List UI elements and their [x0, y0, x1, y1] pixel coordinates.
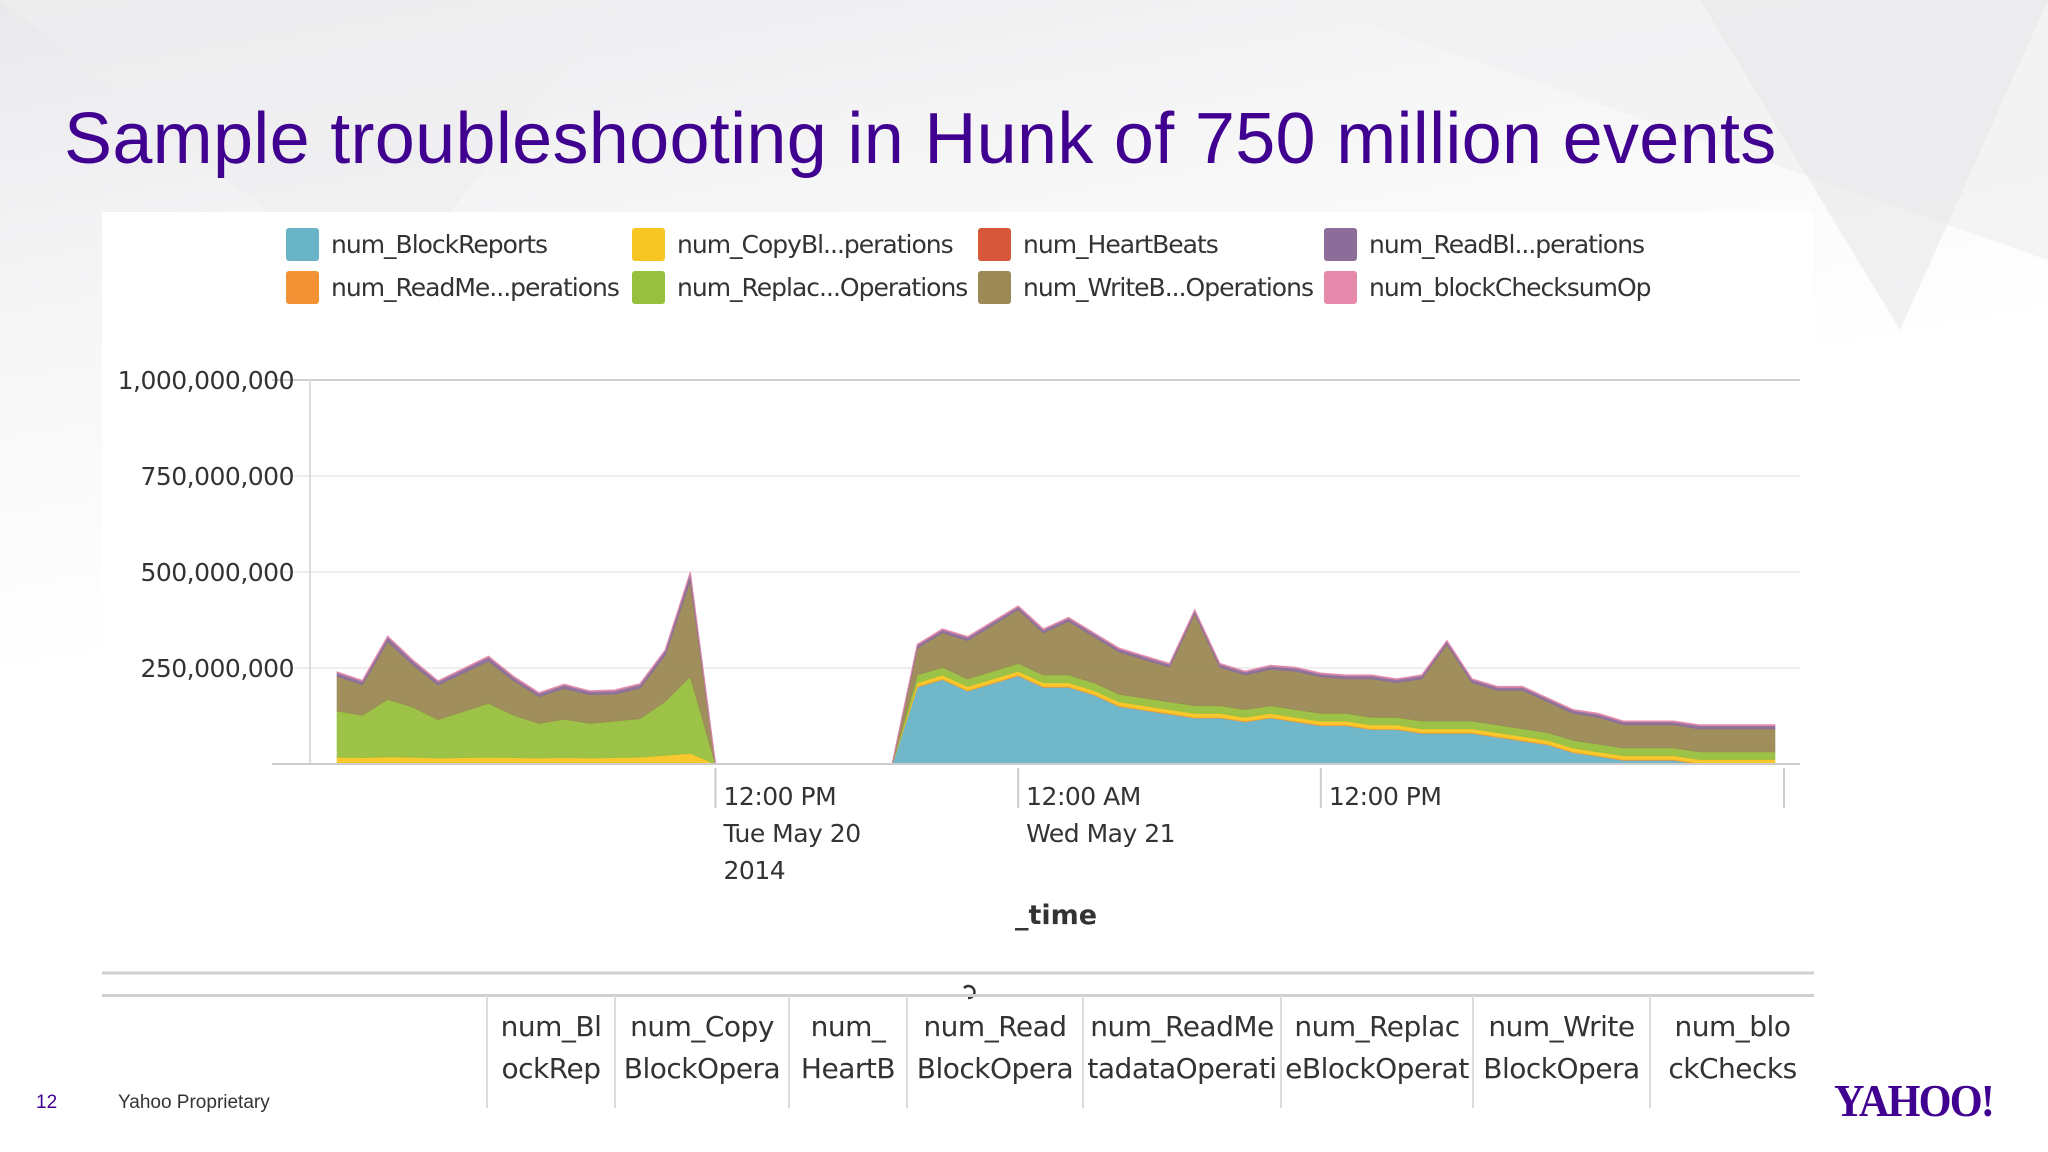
legend-label: num_HeartBeats [1023, 229, 1219, 259]
legend-swatch [1324, 270, 1357, 304]
resize-handle-icon[interactable] [963, 984, 976, 1000]
table-column-header[interactable]: num_ReadMe tadataOperati [1082, 996, 1280, 1108]
legend-swatch [978, 227, 1011, 261]
legend-label: num_ReadMe...perations [331, 272, 620, 302]
table-top-border [102, 994, 1814, 997]
table-column-header[interactable]: num_Read BlockOpera [906, 996, 1082, 1108]
x-tick-label: 2014 [724, 856, 786, 885]
legend-label: num_BlockReports [331, 229, 548, 259]
legend-label: num_ReadBl...perations [1369, 229, 1645, 259]
legend-item[interactable]: num_WriteB...Operations [978, 269, 1314, 305]
legend-item[interactable]: num_BlockReports [286, 226, 548, 262]
slide-title: Sample troubleshooting in Hunk of 750 mi… [64, 99, 1777, 179]
legend-swatch [632, 227, 665, 261]
x-tick-label: Wed May 21 [1026, 819, 1175, 848]
legend-swatch [632, 270, 665, 304]
legend-item[interactable]: num_CopyBl...perations [632, 226, 954, 262]
legend-item[interactable]: num_ReadBl...perations [1324, 226, 1645, 262]
footer-text: Yahoo Proprietary [118, 1092, 270, 1113]
table-column-header[interactable]: num_Copy BlockOpera [614, 996, 788, 1108]
results-table: num_Bl ockRep num_Copy BlockOpera num_ Hea… [102, 970, 1814, 1108]
x-tick-label: Tue May 20 [723, 819, 861, 848]
legend-swatch [978, 270, 1011, 304]
legend-swatch [286, 227, 319, 261]
legend-label: num_blockChecksumOp [1369, 272, 1652, 302]
table-column-header[interactable]: num_ HeartB [788, 996, 906, 1108]
table-header-row: num_Bl ockRep num_Copy BlockOpera num_ Hea… [102, 970, 1814, 1108]
x-tick-label: 12:00 AM [1026, 782, 1141, 811]
legend-item[interactable]: num_ReadMe...perations [286, 269, 620, 305]
yahoo-logo: YAHOO! [1834, 1075, 1995, 1126]
chart-panel: num_BlockReports num_CopyBl...perations nu… [102, 212, 1814, 1108]
y-tick-label: 500,000,000 [140, 558, 294, 587]
area-chart: 1,000,000,000 750,000,000 500,000,000 250,0… [102, 366, 1814, 1000]
legend-swatch [1324, 227, 1357, 261]
table-column-header[interactable]: num_blo ckChecks [1649, 996, 1814, 1108]
legend-item[interactable]: num_blockChecksumOp [1324, 269, 1652, 305]
legend-label: num_WriteB...Operations [1023, 272, 1314, 302]
table-column-header[interactable]: num_Write BlockOpera [1472, 996, 1649, 1108]
x-tick-label: 12:00 PM [724, 782, 837, 811]
legend-label: num_Replac...Operations [677, 272, 968, 302]
y-tick-label: 1,000,000,000 [118, 366, 294, 395]
table-column-header[interactable]: num_Replac eBlockOperat [1280, 996, 1472, 1108]
legend-swatch [286, 270, 319, 304]
x-tick-label: 12:00 PM [1329, 782, 1442, 811]
legend-item[interactable]: num_HeartBeats [978, 226, 1219, 262]
table-column-header[interactable]: num_Bl ockRep [486, 996, 614, 1108]
legend-item[interactable]: num_Replac...Operations [632, 269, 968, 305]
y-tick-label: 250,000,000 [140, 654, 294, 683]
y-tick-label: 750,000,000 [140, 462, 294, 491]
legend-label: num_CopyBl...perations [677, 229, 954, 259]
page-number: 12 [36, 1092, 58, 1113]
x-axis-title: _time [1015, 900, 1097, 931]
